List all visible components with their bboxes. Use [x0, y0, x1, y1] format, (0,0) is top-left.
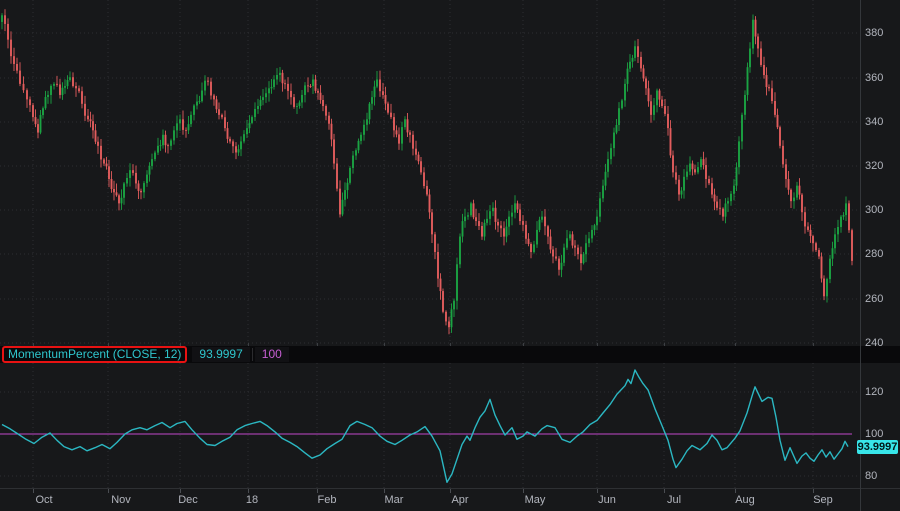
panel-separator-tick: [597, 343, 598, 346]
price-axis[interactable]: 380 360 340 320 300 280 260 240: [860, 0, 900, 349]
panel-separator-tick: [317, 343, 318, 346]
time-tick-label: Aug: [735, 494, 755, 506]
time-axis[interactable]: Oct Nov Dec 18 Feb Mar Apr May Jun Jul Aug Sep: [0, 488, 900, 511]
time-tick-mark: [248, 489, 249, 493]
price-tick-label: 320: [865, 160, 884, 172]
panel-separator-tick: [523, 343, 524, 346]
indicator-bar: MomentumPercent (CLOSE, 12) 93.9997 100: [0, 346, 900, 363]
momentum-tick-label: 120: [865, 386, 884, 398]
panel-separator-tick: [108, 343, 109, 346]
time-tick-mark: [813, 489, 814, 493]
price-tick-label: 260: [865, 293, 884, 305]
time-tick-mark: [384, 489, 385, 493]
price-tick-label: 340: [865, 116, 884, 128]
time-tick-mark: [108, 489, 109, 493]
time-tick-label: Jul: [666, 494, 682, 506]
momentum-chart[interactable]: [0, 363, 860, 488]
price-chart[interactable]: [0, 0, 860, 345]
time-tick-label: Mar: [384, 494, 404, 506]
momentum-tick-label: 80: [865, 470, 878, 482]
time-tick-mark: [180, 489, 181, 493]
price-tick-label: 380: [865, 27, 884, 39]
time-tick-label: Dec: [178, 494, 198, 506]
indicator-label-chip[interactable]: MomentumPercent (CLOSE, 12): [2, 346, 188, 363]
momentum-last-value-badge: 93.9997: [857, 440, 898, 454]
time-tick-label: Apr: [451, 494, 469, 506]
panel-separator-tick: [664, 343, 665, 346]
time-tick-mark: [523, 489, 524, 493]
axis-border: [860, 0, 861, 511]
panel-separator-tick: [248, 343, 249, 346]
time-tick-label: 18: [245, 494, 259, 506]
momentum-tick-label: 100: [865, 428, 884, 440]
indicator-value-chip: 93.9997: [192, 347, 250, 362]
time-tick-mark: [664, 489, 665, 493]
chip-divider: [251, 348, 253, 361]
panel-separator-tick: [450, 343, 451, 346]
price-tick-label: 300: [865, 204, 884, 216]
time-tick-label: May: [524, 494, 546, 506]
panel-separator-tick: [813, 343, 814, 346]
panel-separator-tick: [384, 343, 385, 346]
time-tick-mark: [597, 489, 598, 493]
time-tick-label: Sep: [813, 494, 833, 506]
panel-separator-tick: [180, 343, 181, 346]
momentum-axis[interactable]: 120 100 80: [860, 363, 900, 488]
panel-separator-tick: [735, 343, 736, 346]
time-tick-label: Feb: [317, 494, 337, 506]
indicator-level-chip: 100: [254, 347, 289, 362]
time-tick-label: Jun: [598, 494, 616, 506]
panel-separator-tick: [33, 343, 34, 346]
time-tick-mark: [735, 489, 736, 493]
price-tick-label: 360: [865, 72, 884, 84]
time-tick-mark: [33, 489, 34, 493]
time-tick-mark: [450, 489, 451, 493]
time-tick-label: Oct: [35, 494, 53, 506]
price-tick-label: 280: [865, 248, 884, 260]
time-tick-label: Nov: [111, 494, 131, 506]
time-tick-mark: [317, 489, 318, 493]
